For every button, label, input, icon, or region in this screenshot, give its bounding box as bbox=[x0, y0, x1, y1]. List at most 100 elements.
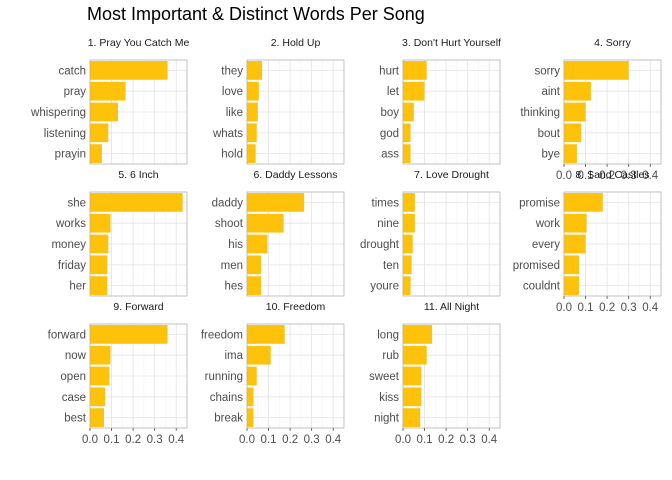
x-tick-label: 0.3 bbox=[621, 302, 637, 314]
x-tick-label: 0.0 bbox=[556, 302, 572, 314]
x-tick-label: 0.1 bbox=[104, 434, 120, 446]
category-label: daddy bbox=[212, 197, 244, 209]
bar bbox=[90, 123, 109, 143]
panel-border bbox=[246, 323, 345, 429]
bar bbox=[247, 61, 263, 80]
bar bbox=[564, 276, 580, 295]
x-tick-label: 0.4 bbox=[481, 434, 498, 446]
facet-panel: 9. Forward forward now open case best 0.0 0.1 0.… bbox=[48, 301, 188, 446]
facet-panel: 1. Pray You Catch Me catch pray whispering l… bbox=[30, 37, 190, 165]
category-label: love bbox=[222, 86, 243, 98]
x-tick-label: 0.0 bbox=[82, 434, 98, 446]
x-tick-label: 0.4 bbox=[325, 434, 342, 446]
bar bbox=[90, 213, 111, 233]
bar bbox=[403, 61, 427, 80]
category-label: money bbox=[51, 239, 86, 251]
category-label: rub bbox=[382, 350, 399, 362]
x-tick-label: 0.4 bbox=[642, 170, 659, 182]
category-label: aint bbox=[541, 86, 560, 98]
panel-title: 8. Sand Castles bbox=[575, 169, 649, 181]
panel-title: 1. Pray You Catch Me bbox=[88, 37, 190, 49]
bar bbox=[403, 193, 415, 212]
bar bbox=[403, 255, 412, 275]
panel-title: 6. Daddy Lessons bbox=[253, 169, 337, 181]
category-label: works bbox=[55, 218, 86, 230]
bar bbox=[247, 408, 254, 427]
bar bbox=[403, 123, 411, 143]
x-tick-label: 0.1 bbox=[578, 170, 594, 182]
category-label: thinking bbox=[520, 107, 560, 119]
category-label: sorry bbox=[534, 65, 560, 77]
category-label: ass bbox=[381, 149, 399, 161]
category-label: nine bbox=[377, 218, 399, 230]
facet-panel: 6. Daddy Lessons daddy shoot his men hes bbox=[212, 169, 345, 297]
chart-title: Most Important & Distinct Words Per Song bbox=[87, 4, 425, 24]
panel-border bbox=[89, 323, 188, 429]
bar bbox=[90, 102, 119, 122]
bar bbox=[247, 387, 254, 407]
bar bbox=[247, 81, 259, 101]
x-tick-label: 0.3 bbox=[621, 170, 637, 182]
bar bbox=[247, 345, 271, 365]
panel-border bbox=[402, 59, 501, 165]
bar bbox=[247, 234, 268, 254]
bar bbox=[247, 325, 285, 344]
x-tick-label: 0.1 bbox=[417, 434, 433, 446]
category-label: couldnt bbox=[523, 281, 561, 293]
x-tick-label: 0.2 bbox=[599, 170, 615, 182]
bar bbox=[247, 366, 257, 386]
facet-panel: 5. 6 Inch she works money friday her bbox=[51, 169, 188, 297]
category-label: whispering bbox=[30, 107, 86, 119]
panel-title: 4. Sorry bbox=[594, 37, 632, 49]
facet-panel: 2. Hold Up they love like whats hold bbox=[212, 37, 345, 165]
category-label: his bbox=[228, 239, 243, 251]
bar bbox=[564, 234, 586, 254]
category-label: times bbox=[372, 197, 400, 209]
category-label: chains bbox=[210, 392, 243, 404]
bar bbox=[90, 255, 108, 275]
category-label: sweet bbox=[369, 371, 400, 383]
category-label: open bbox=[60, 371, 86, 383]
category-label: hurt bbox=[379, 65, 400, 77]
bar bbox=[403, 213, 415, 233]
category-label: whats bbox=[212, 128, 243, 140]
bar bbox=[247, 193, 305, 212]
x-tick-label: 0.4 bbox=[168, 434, 185, 446]
category-label: best bbox=[64, 413, 87, 425]
category-label: work bbox=[535, 218, 561, 230]
bar bbox=[90, 144, 102, 163]
category-label: hold bbox=[221, 149, 243, 161]
bar bbox=[90, 387, 106, 407]
category-label: they bbox=[221, 65, 243, 77]
category-label: her bbox=[69, 281, 86, 293]
bar bbox=[403, 325, 433, 344]
bar bbox=[564, 123, 582, 143]
category-label: forward bbox=[48, 329, 86, 341]
bar bbox=[564, 255, 580, 275]
bar bbox=[247, 123, 257, 143]
x-tick-label: 0.4 bbox=[642, 302, 659, 314]
category-label: men bbox=[221, 260, 243, 272]
category-label: kiss bbox=[379, 392, 399, 404]
category-label: she bbox=[67, 197, 86, 209]
panel-title: 5. 6 Inch bbox=[118, 169, 158, 181]
category-label: night bbox=[374, 413, 400, 425]
category-label: god bbox=[380, 128, 399, 140]
category-label: bye bbox=[541, 149, 560, 161]
bar bbox=[90, 81, 126, 101]
category-label: every bbox=[532, 239, 560, 251]
category-label: hes bbox=[224, 281, 243, 293]
bar bbox=[564, 193, 603, 212]
bar bbox=[403, 345, 427, 365]
bar bbox=[90, 193, 183, 212]
x-tick-label: 0.0 bbox=[395, 434, 411, 446]
category-label: listening bbox=[44, 128, 86, 140]
panel-border bbox=[246, 59, 345, 165]
facet-panel: 3. Don't Hurt Yourself hurt let boy god ass bbox=[379, 37, 501, 165]
category-label: promise bbox=[519, 197, 560, 209]
bar bbox=[90, 408, 105, 427]
category-label: prayin bbox=[55, 149, 86, 161]
bar bbox=[403, 387, 422, 407]
bar bbox=[403, 234, 413, 254]
